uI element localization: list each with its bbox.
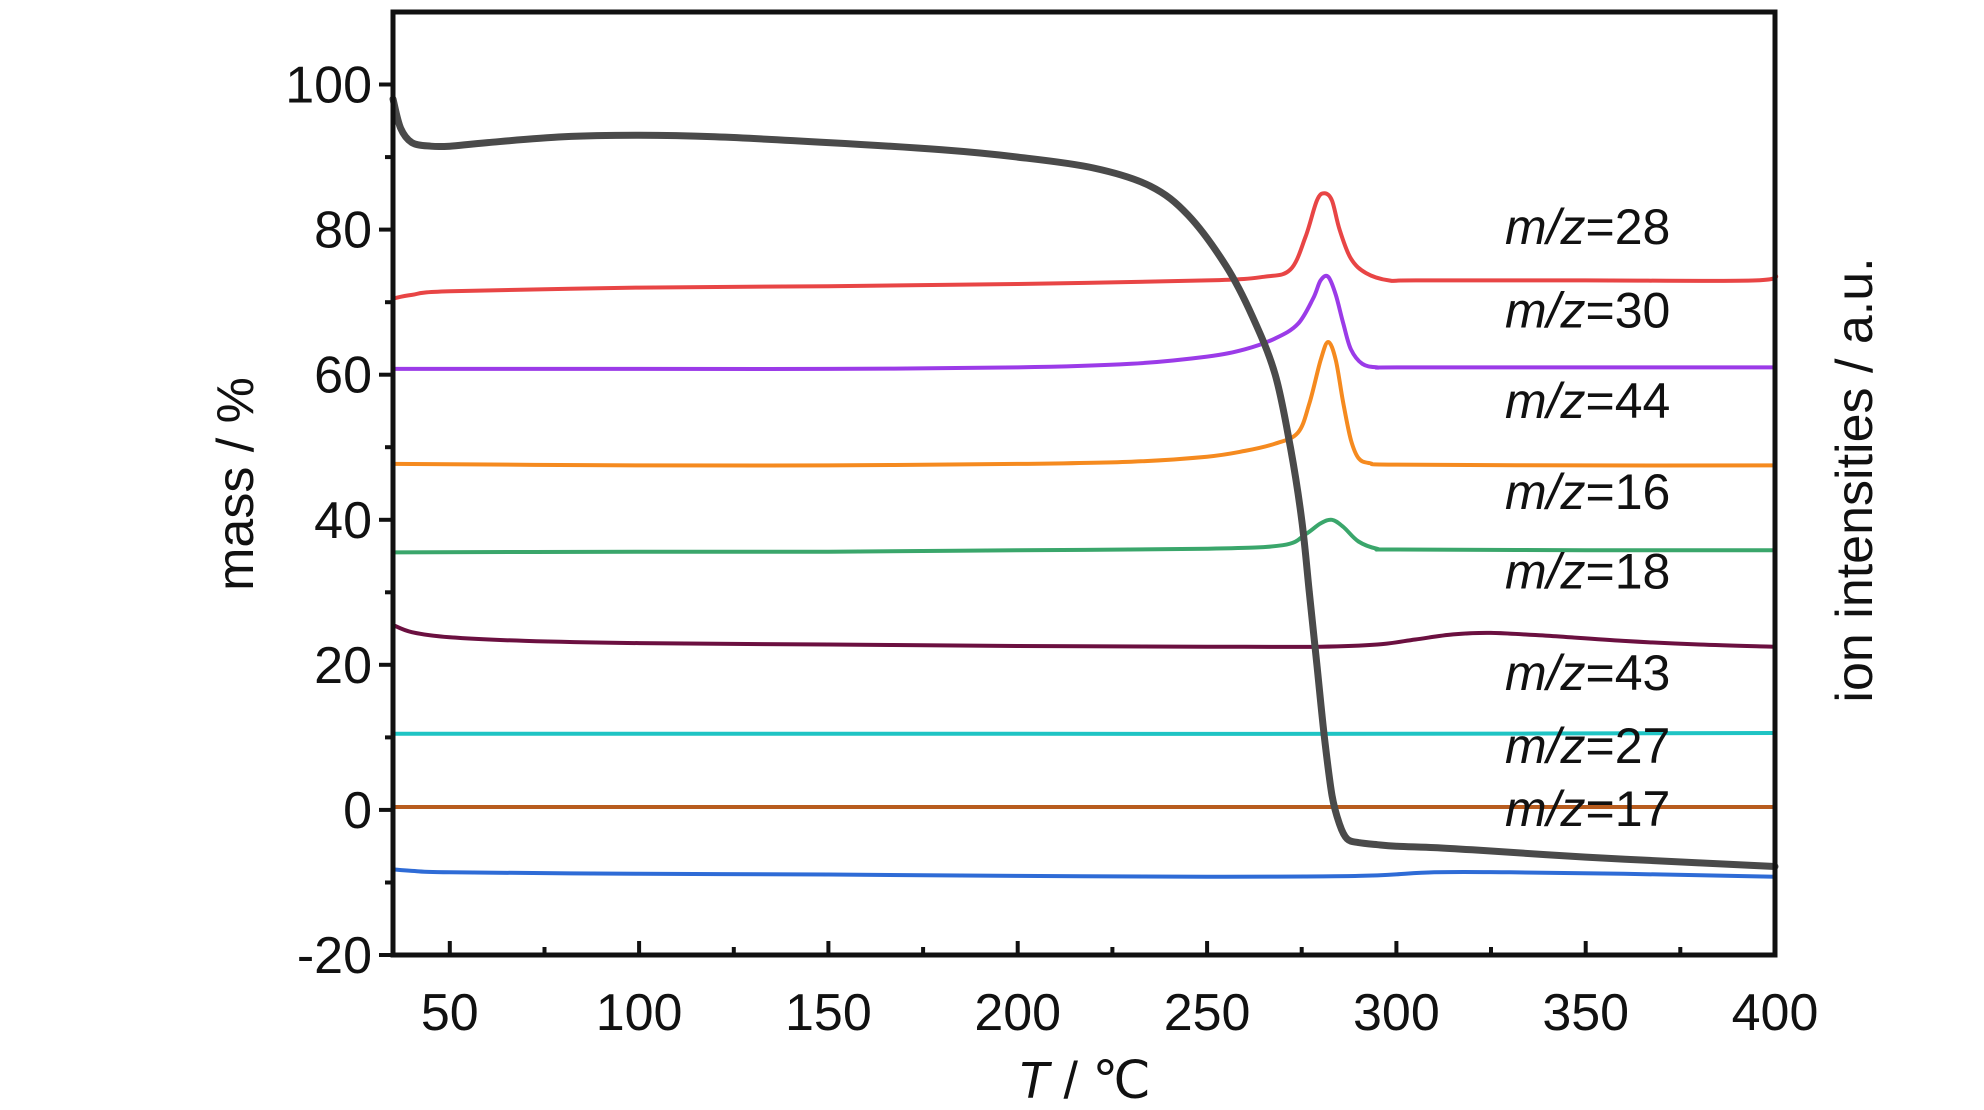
series-line-mz43 [391,731,1777,736]
x-axis-title: T / ℃ [1017,1052,1151,1110]
x-axis-title-unit: / ℃ [1049,1052,1151,1110]
series-label-value: =30 [1586,283,1671,339]
series-line-mz28 [391,191,1779,301]
series-label-symbol: m/z [1505,373,1586,429]
series-label-mz30: m/z=30 [1505,283,1670,339]
series-label-symbol: m/z [1505,718,1586,774]
series-label-value: =43 [1586,645,1671,701]
series-label-mz16: m/z=16 [1505,464,1670,520]
x-axis-title-symbol: T [1017,1052,1052,1110]
x-tick-label: 100 [596,984,683,1042]
y-tick-label: 40 [314,492,372,550]
series-label-value: =18 [1586,544,1671,600]
series-label-value: =44 [1586,373,1671,429]
series-line-mz44 [391,340,1777,468]
series-label-mz18: m/z=18 [1505,544,1670,600]
series-label-value: =27 [1586,718,1671,774]
x-tick-label: 350 [1542,984,1629,1042]
plot-frame [390,9,1778,958]
y-tick-label: -20 [297,927,372,985]
series-label-symbol: m/z [1505,464,1586,520]
y-tick-label: 80 [314,202,372,260]
series-line-mz16 [391,517,1777,555]
x-tick-label: 400 [1732,984,1819,1042]
series-line-mz18 [391,623,1777,649]
series-layer [389,95,1779,879]
series-label-mz44: m/z=44 [1505,373,1670,429]
labels-layer: m/z=28m/z=30m/z=44m/z=16m/z=18m/z=43m/z=… [285,57,1818,1043]
x-tick-label: 300 [1353,984,1440,1042]
y2-axis-title: ion intensities / a.u. [1826,257,1884,702]
mass-curve-line [389,95,1779,870]
series-label-mz27: m/z=27 [1505,718,1670,774]
series-label-value: =16 [1586,464,1671,520]
series-label-mz17: m/z=17 [1505,781,1670,837]
series-label-symbol: m/z [1505,781,1586,837]
ticks-layer [379,82,1777,957]
series-label-symbol: m/z [1505,199,1586,255]
y-tick-label: 20 [314,637,372,695]
x-tick-label: 200 [974,984,1061,1042]
y-tick-label: 60 [314,347,372,405]
series-line-mz17 [391,867,1777,879]
x-tick-label: 150 [785,984,872,1042]
series-line-mz30 [391,273,1777,371]
series-label-mz43: m/z=43 [1505,645,1670,701]
y-axis-title: mass / % [207,377,265,591]
x-tick-label: 250 [1164,984,1251,1042]
series-label-symbol: m/z [1505,544,1586,600]
series-label-symbol: m/z [1505,645,1586,701]
y-tick-label: 100 [285,57,372,115]
series-label-value: =28 [1586,199,1671,255]
y-tick-label: 0 [343,782,372,840]
x-tick-label: 50 [421,984,479,1042]
series-label-mz28: m/z=28 [1505,199,1670,255]
series-label-symbol: m/z [1505,283,1586,339]
series-label-value: =17 [1586,781,1671,837]
